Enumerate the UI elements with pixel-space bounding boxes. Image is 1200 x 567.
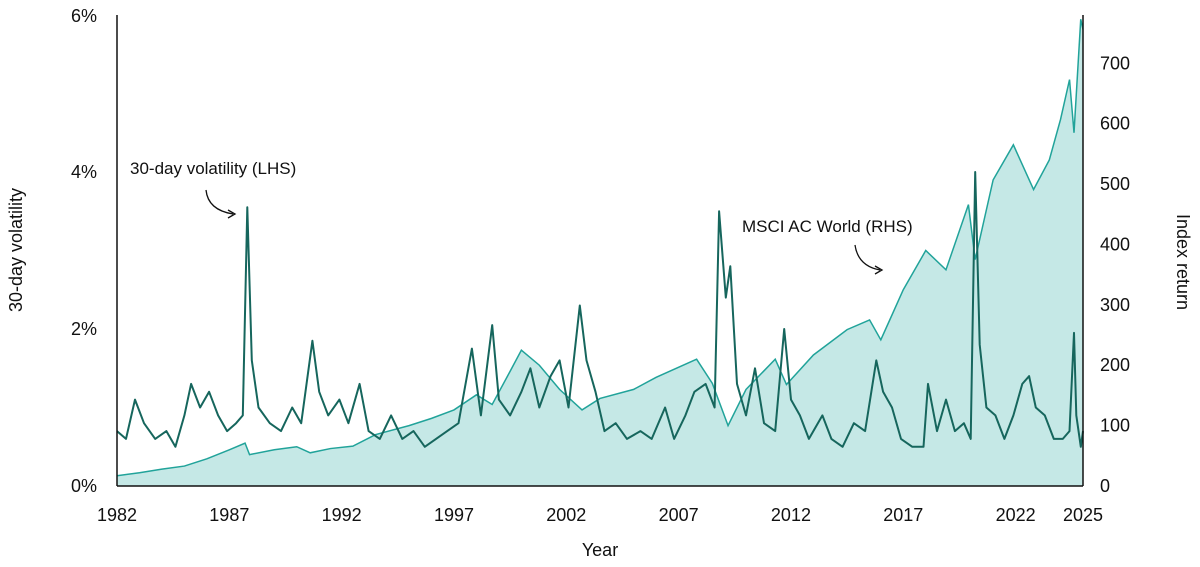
- x-tick-label: 1987: [209, 505, 249, 525]
- annotation-volatility: 30-day volatility (LHS): [130, 159, 296, 178]
- arrowhead-icon: [227, 209, 237, 219]
- y-right-tick-label: 500: [1100, 174, 1130, 194]
- y-right-tick-label: 100: [1100, 416, 1130, 436]
- y-right-tick-label: 200: [1100, 355, 1130, 375]
- annotation-arrow-index: [854, 244, 881, 271]
- index-line: [116, 19, 1084, 477]
- y-left-tick-label: 6%: [71, 6, 97, 26]
- volatility-line: [116, 171, 1084, 448]
- x-tick-label: 2002: [546, 505, 586, 525]
- x-tick-label: 1982: [97, 505, 137, 525]
- tick-labels: 1982 1987 1992 1997 2002 2007 2012 2017 2022 2025…: [71, 6, 1130, 525]
- line-layer: [116, 19, 1084, 477]
- x-tick-label: 2022: [996, 505, 1036, 525]
- annotation-arrow-volatility: [205, 189, 234, 215]
- y-right-tick-label: 700: [1100, 53, 1130, 73]
- y-right-tick-label: 400: [1100, 234, 1130, 254]
- index-area: [117, 19, 1083, 486]
- y-left-tick-label: 0%: [71, 476, 97, 496]
- x-axis-title: Year: [582, 540, 618, 560]
- y-left-tick-label: 4%: [71, 162, 97, 182]
- x-tick-label: 1992: [322, 505, 362, 525]
- x-tick-label: 2025: [1063, 505, 1103, 525]
- annotation-index: MSCI AC World (RHS): [742, 217, 913, 236]
- y-left-tick-label: 2%: [71, 319, 97, 339]
- y-right-tick-label: 300: [1100, 295, 1130, 315]
- y-right-tick-label: 600: [1100, 114, 1130, 134]
- arrowhead-icon: [874, 265, 884, 275]
- x-tick-label: 2012: [771, 505, 811, 525]
- x-tick-label: 2017: [883, 505, 923, 525]
- x-tick-label: 1997: [434, 505, 474, 525]
- left-axis-title: 30-day volatility: [6, 188, 26, 312]
- index-area-layer: [117, 19, 1083, 486]
- y-right-tick-label: 0: [1100, 476, 1110, 496]
- right-axis-title: Index return: [1173, 214, 1193, 310]
- x-tick-label: 2007: [659, 505, 699, 525]
